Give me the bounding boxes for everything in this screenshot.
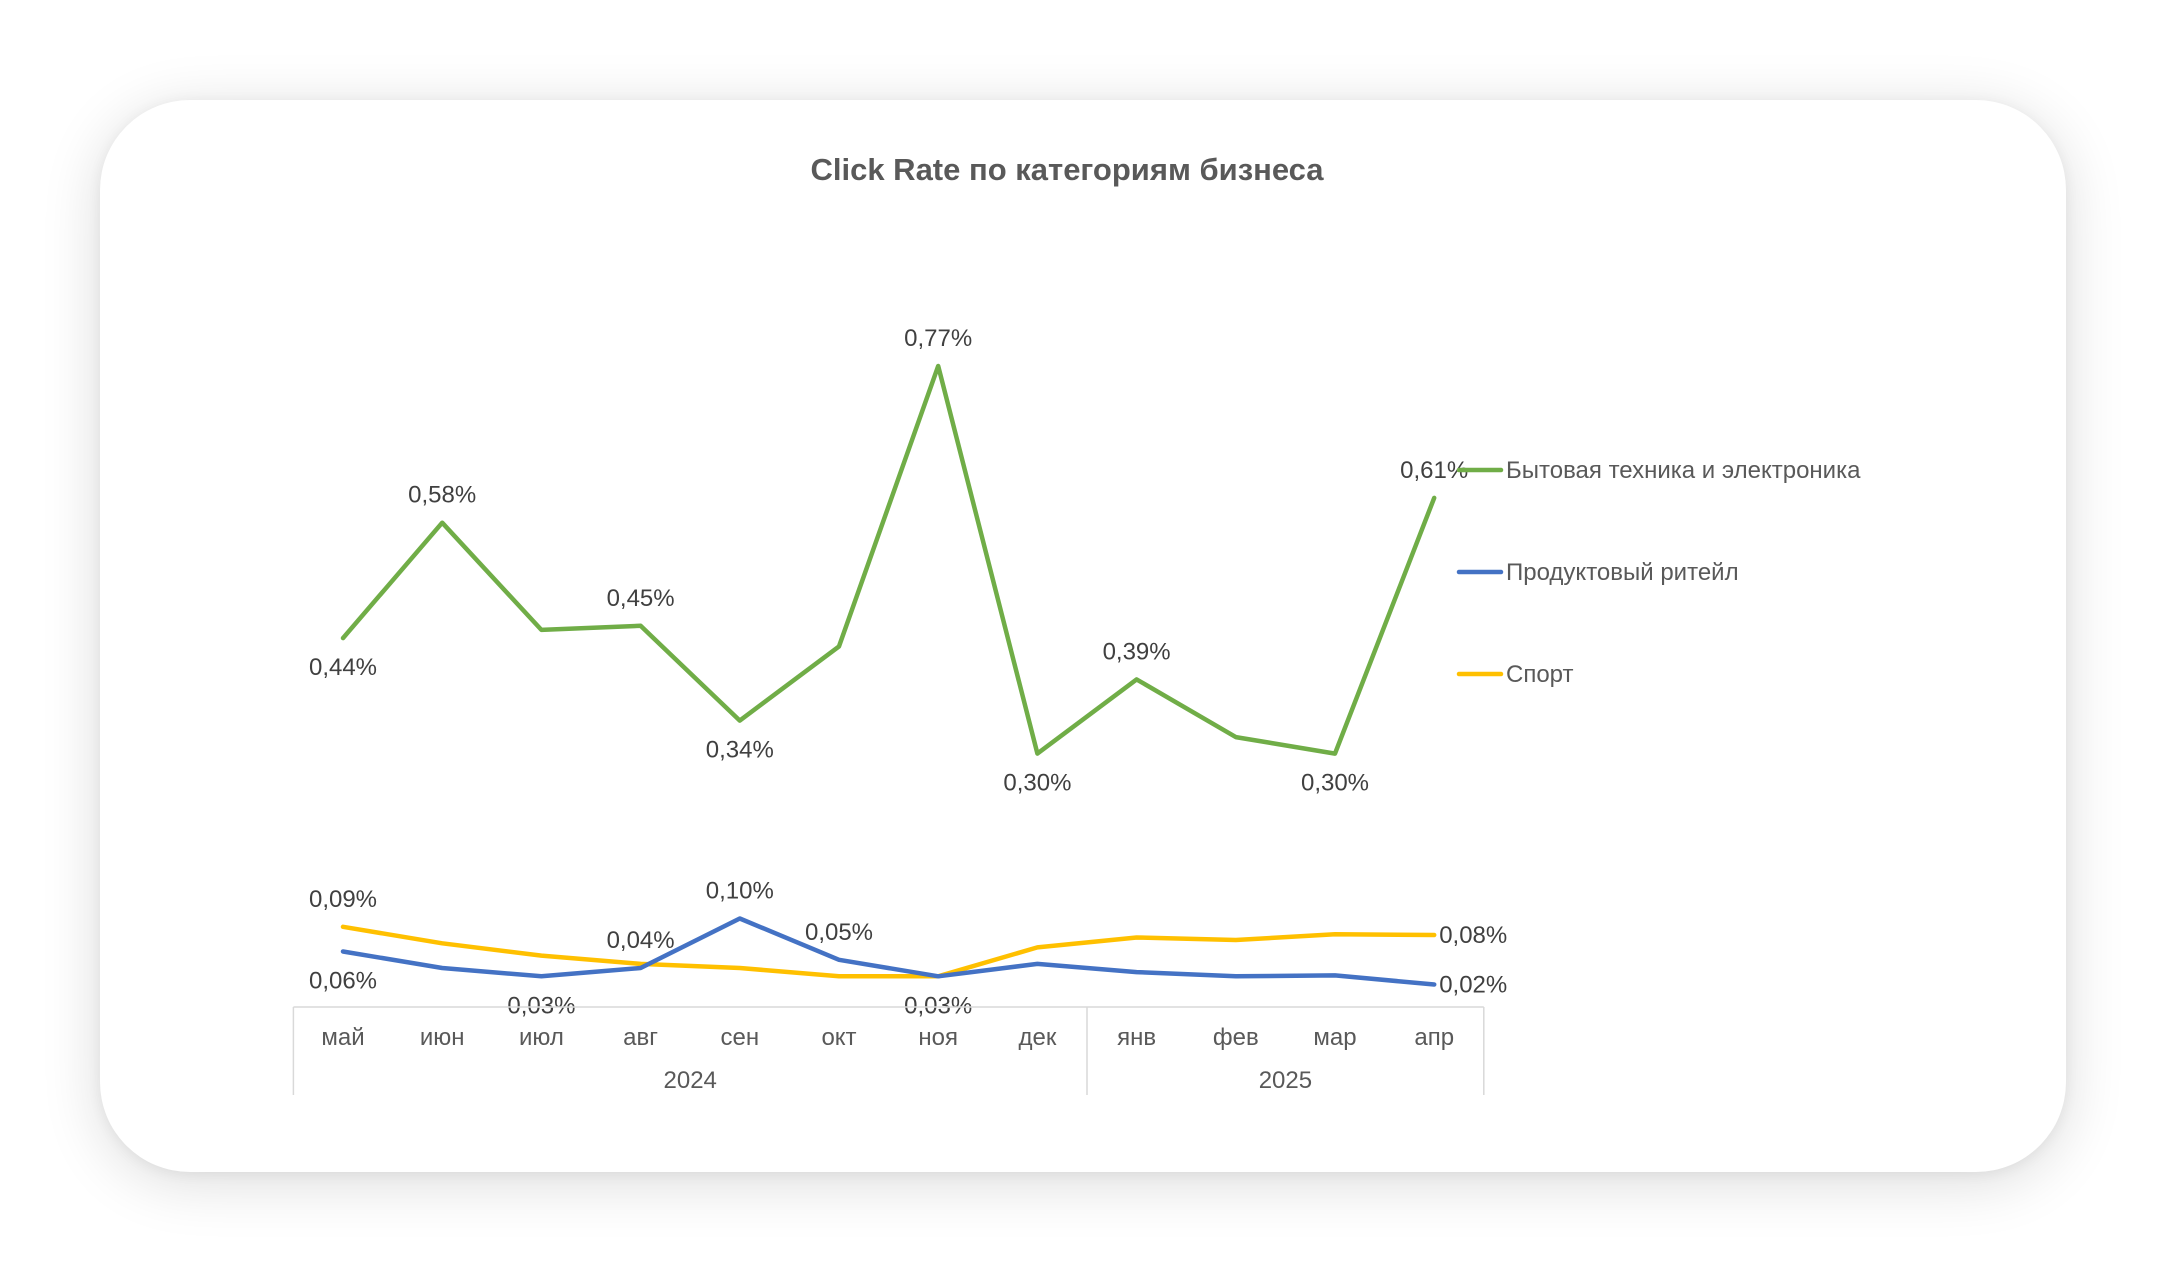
series-layer (343, 366, 1434, 985)
data-label: 0,10% (706, 878, 774, 905)
x-tick-label: ноя (918, 1024, 958, 1051)
data-label: 0,09% (309, 886, 377, 913)
data-label: 0,02% (1439, 972, 1507, 999)
legend: Бытовая техника и электроника Продуктовый… (1459, 457, 1861, 688)
data-label: 0,58% (408, 482, 476, 509)
data-label: 0,45% (607, 585, 675, 612)
data-label: 0,03% (507, 992, 575, 1019)
x-tick-label: апр (1414, 1024, 1454, 1051)
data-label: 0,03% (904, 992, 972, 1019)
data-label: 0,08% (1439, 922, 1507, 949)
x-tick-label: июн (420, 1024, 465, 1051)
series-line-0 (343, 366, 1434, 754)
data-label: 0,04% (607, 927, 675, 954)
data-label: 0,77% (904, 325, 972, 352)
x-tick-label: окт (821, 1024, 856, 1051)
data-label: 0,30% (1301, 770, 1369, 797)
legend-label: Бытовая техника и электроника (1506, 457, 1861, 484)
data-label: 0,44% (309, 654, 377, 681)
data-label: 0,06% (309, 968, 377, 995)
x-tick-label: янв (1117, 1024, 1156, 1051)
x-tick-label: июл (519, 1024, 564, 1051)
chart-title: Click Rate по категориям бизнеса (810, 152, 1324, 187)
data-label: 0,39% (1103, 638, 1171, 665)
x-tick-label: авг (623, 1024, 658, 1051)
data-label: 0,34% (706, 737, 774, 764)
x-tick-label: сен (720, 1024, 759, 1051)
x-tick-label: фев (1213, 1024, 1259, 1051)
data-labels: 0,44% 0,58% 0,45% 0,34% 0,77% 0,30% 0,39% 0,30%… (309, 325, 1507, 1019)
x-group-label: 2024 (664, 1067, 717, 1094)
x-tick-label: дек (1018, 1024, 1056, 1051)
legend-label: Продуктовый ритейл (1506, 559, 1739, 586)
data-label: 0,30% (1003, 770, 1071, 797)
x-tick-label: мар (1313, 1024, 1356, 1051)
legend-label: Спорт (1506, 661, 1574, 688)
data-label: 0,05% (805, 919, 873, 946)
x-tick-label: май (321, 1024, 364, 1051)
x-group-label: 2025 (1259, 1067, 1312, 1094)
x-axis: май июн июл авг сен окт ноя дек янв фев мар апр 2024… (293, 1007, 1483, 1095)
